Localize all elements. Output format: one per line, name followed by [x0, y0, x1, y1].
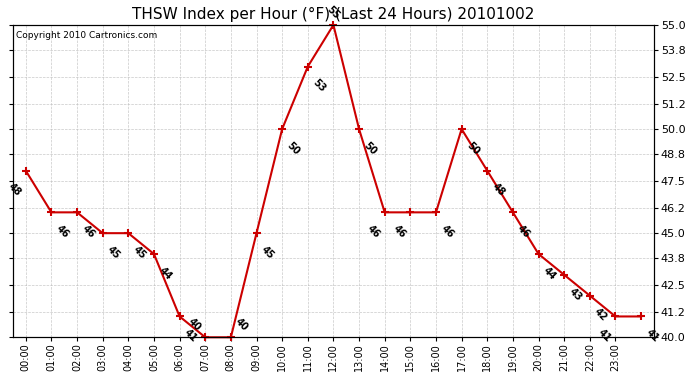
Text: Copyright 2010 Cartronics.com: Copyright 2010 Cartronics.com — [16, 31, 157, 40]
Title: THSW Index per Hour (°F) (Last 24 Hours) 20101002: THSW Index per Hour (°F) (Last 24 Hours)… — [132, 8, 535, 22]
Text: 43: 43 — [567, 286, 584, 303]
Text: 53: 53 — [310, 78, 327, 94]
Text: 46: 46 — [391, 224, 408, 240]
Text: 41: 41 — [596, 328, 613, 344]
Text: 40: 40 — [234, 316, 250, 333]
Text: 45: 45 — [106, 244, 122, 261]
Text: 50: 50 — [285, 140, 302, 157]
Text: 50: 50 — [464, 140, 481, 157]
Text: 41: 41 — [182, 328, 199, 344]
Text: 55: 55 — [325, 4, 342, 21]
Text: 45: 45 — [131, 244, 148, 261]
Text: 50: 50 — [362, 140, 378, 157]
Text: 46: 46 — [55, 224, 71, 240]
Text: 42: 42 — [593, 307, 609, 323]
Text: 48: 48 — [6, 182, 23, 198]
Text: 46: 46 — [365, 224, 382, 240]
Text: 46: 46 — [80, 224, 97, 240]
Text: 48: 48 — [490, 182, 506, 198]
Text: 46: 46 — [439, 224, 455, 240]
Text: 46: 46 — [515, 224, 532, 240]
Text: 45: 45 — [259, 244, 276, 261]
Text: 44: 44 — [157, 265, 173, 282]
Text: 41: 41 — [644, 328, 660, 344]
Text: 40: 40 — [186, 316, 202, 333]
Text: 44: 44 — [541, 265, 558, 282]
